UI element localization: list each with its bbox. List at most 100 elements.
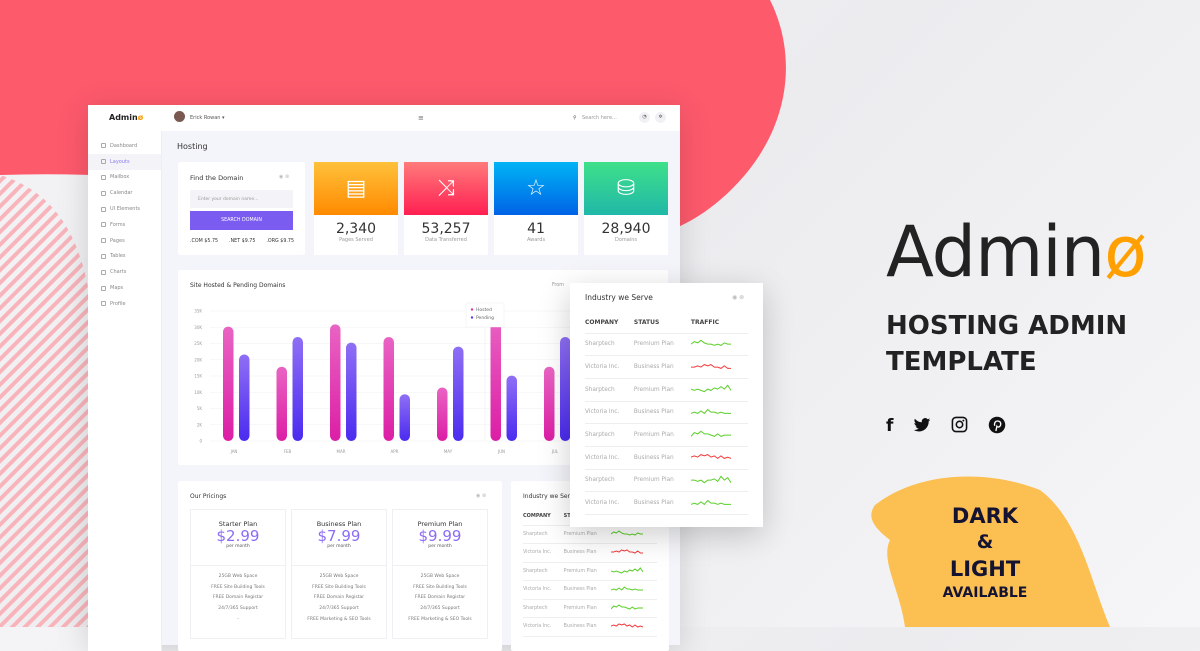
card-controls-icon[interactable]: ◉ ⊗ <box>732 294 745 301</box>
plan-feature: - <box>237 616 239 622</box>
badge-available: AVAILABLE <box>942 585 1028 601</box>
promo-headline: HOSTING ADMIN TEMPLATE <box>886 308 1127 380</box>
user-menu[interactable]: Erick Rowan ▾ <box>190 115 225 121</box>
traffic-sparkline <box>690 475 732 484</box>
x-tick-label: MAY <box>444 449 453 454</box>
y-tick-label: 35K <box>194 309 202 314</box>
status-cell: Business Plan <box>633 491 691 515</box>
instagram-icon[interactable] <box>951 416 968 433</box>
sidebar-item-maps[interactable]: Maps <box>88 280 161 296</box>
x-tick-label: JAN <box>230 449 238 454</box>
dashboard-window: Adminø Erick Rowan ▾ ≡ ⚲ Search here... … <box>88 105 680 651</box>
table-row[interactable]: Victoria Inc. Business Plan <box>585 446 748 470</box>
status-cell: Business Plan <box>633 355 691 379</box>
legend-marker <box>470 308 474 311</box>
plan-name: Premium Plan <box>417 520 463 528</box>
sidebar-item-pages[interactable]: Pages <box>88 233 161 249</box>
sidebar-item-layouts[interactable]: Layouts <box>88 153 161 170</box>
facebook-icon[interactable]: f <box>886 416 894 436</box>
gear-icon[interactable]: ✲ <box>655 112 666 123</box>
plan-feature: 24/7/365 Support <box>218 606 258 612</box>
domain-input[interactable]: Enter your domain name... <box>190 190 293 208</box>
table-row[interactable]: Sharptech Premium Plan <box>585 333 748 357</box>
status-cell: Premium Plan <box>633 378 691 402</box>
status-cell: Premium Plan <box>633 469 691 493</box>
traffic-sparkline <box>610 623 644 628</box>
calendar-icon <box>101 190 106 196</box>
table-row[interactable]: Sharptech Premium Plan <box>585 469 748 493</box>
avatar[interactable] <box>174 111 185 122</box>
search-domain-button[interactable]: SEARCH DOMAIN <box>190 211 293 230</box>
search-input[interactable]: Search here... <box>582 115 617 121</box>
x-tick-label: JUN <box>497 449 505 454</box>
headline-line-1: HOSTING ADMIN <box>886 311 1128 341</box>
plan-period: per month <box>428 544 452 549</box>
traffic-sparkline <box>611 549 644 554</box>
sidebar-item-calendar[interactable]: Calendar <box>88 185 161 201</box>
column-header: TRAFFIC <box>690 312 748 334</box>
column-header: COMPANY <box>523 507 564 526</box>
sidebar-item-profile[interactable]: Profile <box>88 296 161 312</box>
company-cell: Sharptech <box>523 525 564 544</box>
x-tick-label: APR <box>391 449 399 454</box>
logo[interactable]: Adminø <box>109 113 143 122</box>
sidebar-item-dashboard[interactable]: Dashboard <box>88 138 161 154</box>
table-row[interactable]: Sharptech Premium Plan <box>523 599 657 618</box>
bell-icon[interactable]: ◔ <box>639 112 650 123</box>
table-row[interactable]: Sharptech Premium Plan <box>523 525 657 544</box>
chart-title: Site Hosted & Pending Domains <box>190 282 286 289</box>
menu-toggle-icon[interactable]: ≡ <box>418 114 424 122</box>
y-tick-label: 30K <box>194 325 202 330</box>
table-row[interactable]: Victoria Inc. Business Plan <box>585 355 748 379</box>
traffic-sparkline <box>690 363 731 369</box>
domain-prices: .COM $5.75 .NET $9.75 .ORG $9.75 <box>190 239 294 244</box>
twitter-icon[interactable] <box>913 416 931 434</box>
column-header: STATUS <box>633 312 691 334</box>
industry-card-background: Industry we Serve COMPANYSTATUSTRAFFICSh… <box>511 481 669 651</box>
table-row[interactable]: Sharptech Premium Plan <box>585 423 748 447</box>
table-row[interactable]: Victoria Inc. Business Plan <box>585 491 748 515</box>
pinterest-icon[interactable] <box>988 416 1006 434</box>
table-row[interactable]: Victoria Inc. Business Plan <box>523 580 657 600</box>
plan-name: Business Plan <box>316 520 362 528</box>
y-tick-label: 0 <box>199 439 202 444</box>
plan-feature: FREE Site Building Tools <box>211 584 265 590</box>
bar-hosted <box>544 366 555 441</box>
table-row[interactable]: Sharptech Premium Plan <box>585 378 748 402</box>
sidebar-item-mailbox[interactable]: Mailbox <box>88 170 161 186</box>
plan-feature: 24/7/365 Support <box>319 606 359 612</box>
bar-pending <box>346 342 357 441</box>
table-row[interactable]: Victoria Inc. Business Plan <box>523 543 657 563</box>
traffic-sparkline <box>690 454 732 460</box>
stat-label: Data Transferred <box>425 237 467 243</box>
sidebar-item-forms[interactable]: Forms <box>88 217 161 233</box>
company-cell: Sharptech <box>585 378 634 402</box>
sidebar-item-charts[interactable]: Charts <box>88 264 161 280</box>
company-cell: Sharptech <box>585 333 634 357</box>
card-controls-icon[interactable]: ◉ ⊗ <box>279 174 290 180</box>
card-title: Find the Domain <box>190 174 244 182</box>
bar-hosted <box>330 324 341 441</box>
sidebar-item-tables[interactable]: Tables <box>88 249 161 265</box>
table-row[interactable]: Sharptech Premium Plan <box>523 562 657 581</box>
top-header: Adminø Erick Rowan ▾ ≡ ⚲ Search here... … <box>88 105 680 131</box>
social-links: f <box>886 416 1006 436</box>
stat-value: 41 <box>527 221 545 237</box>
pricing-card: Our Pricings ◉ ⊗ Starter Plan $2.99 per mo… <box>178 481 502 651</box>
sidebar-item-label: UI Elements <box>110 206 141 213</box>
sidebar-item-label: Maps <box>110 285 124 292</box>
pricing-plan: Business Plan $7.99 per month 25GB Web Spac… <box>291 509 387 639</box>
date-filter-label[interactable]: From <box>552 283 564 288</box>
plan-feature: 25GB Web Space <box>319 574 359 579</box>
database-icon: ⛁ <box>616 176 636 201</box>
table-row[interactable]: Victoria Inc. Business Plan <box>585 401 748 425</box>
search-icon: ⚲ <box>573 115 577 121</box>
bar-hosted <box>383 337 394 441</box>
column-header: COMPANY <box>585 312 634 334</box>
x-tick-label: JUL <box>551 449 559 454</box>
map-icon <box>101 285 106 291</box>
card-controls-icon[interactable]: ◉ ⊗ <box>476 493 487 499</box>
sidebar-item-ui-elements[interactable]: UI Elements <box>88 201 161 217</box>
tag-icon <box>101 238 106 244</box>
